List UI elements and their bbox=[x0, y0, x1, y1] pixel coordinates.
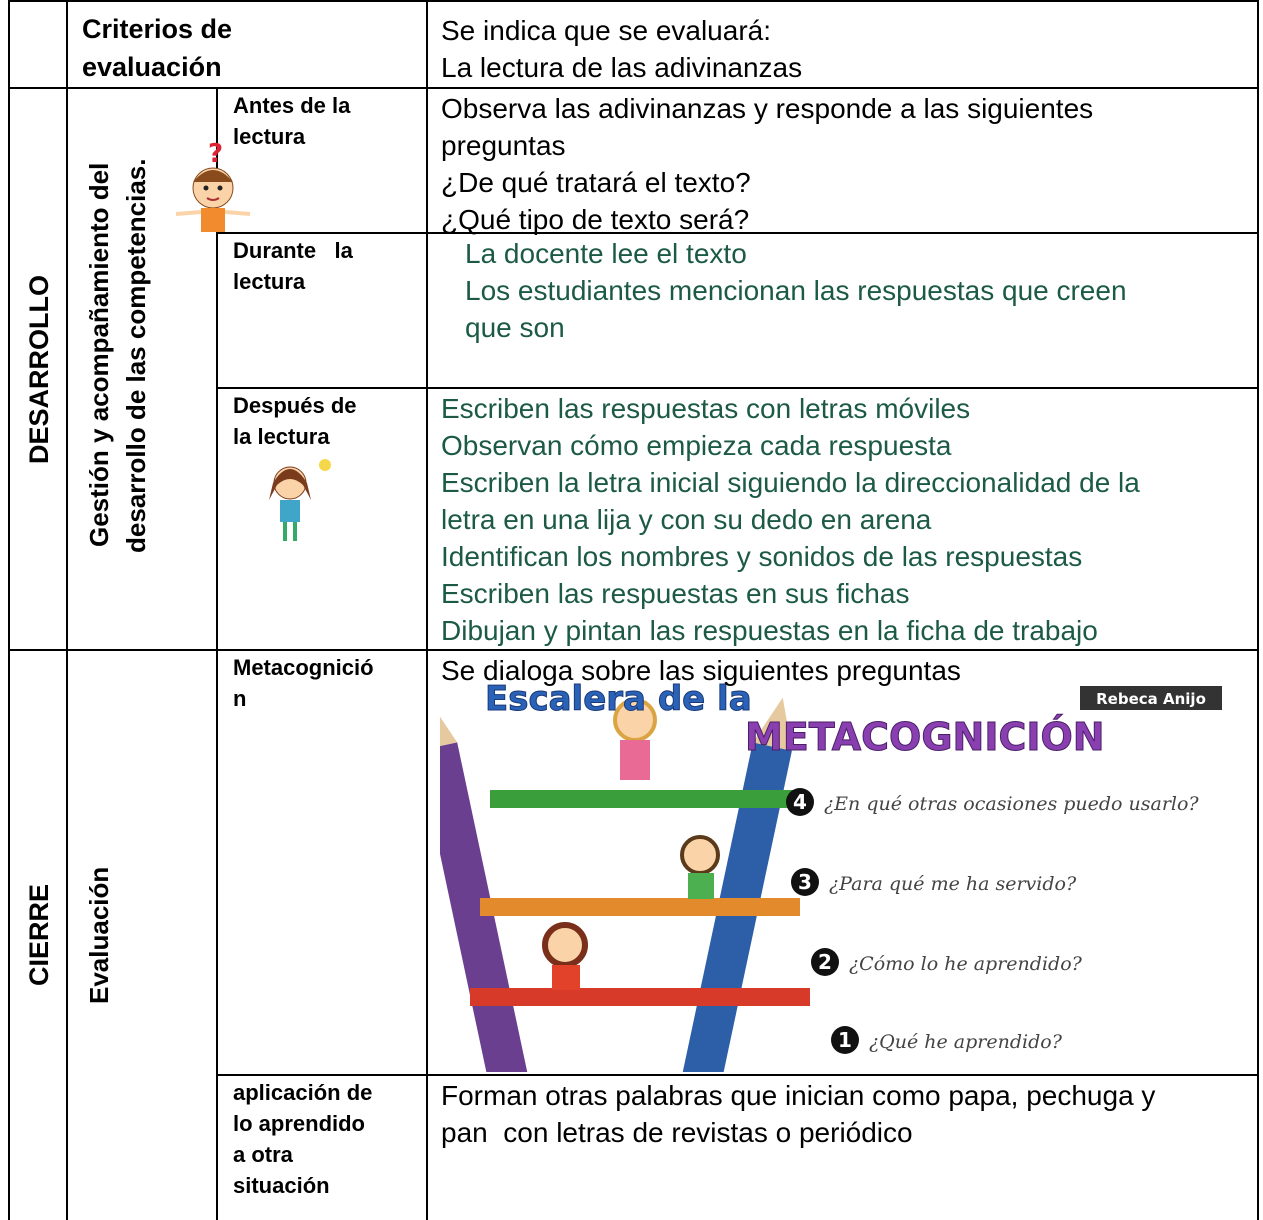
step-text: ¿Para qué me ha servido? bbox=[829, 873, 1077, 895]
image-author: Rebeca Anijo bbox=[1096, 690, 1206, 708]
step-number: 3 bbox=[798, 870, 812, 894]
step-badge bbox=[791, 868, 819, 896]
phase-label: DESARROLLO bbox=[24, 274, 54, 464]
row-content: Los estudiantes mencionan las respuestas… bbox=[465, 275, 1127, 306]
border bbox=[1257, 0, 1259, 1220]
row-label: a otra bbox=[233, 1142, 293, 1167]
step-number: 1 bbox=[838, 1028, 852, 1052]
border bbox=[8, 0, 1259, 2]
row-content: Escriben la letra inicial siguiendo la d… bbox=[441, 467, 1140, 498]
header-content: La lectura de las adivinanzas bbox=[441, 52, 803, 83]
border bbox=[8, 649, 1259, 651]
row-label: lectura bbox=[233, 269, 306, 294]
row-content: pan con letras de revistas o periódico bbox=[441, 1117, 913, 1148]
row-content: Escriben las respuestas con letras móvil… bbox=[441, 393, 971, 424]
row-content: Observan cómo empieza cada respuesta bbox=[441, 430, 952, 461]
border bbox=[216, 387, 1259, 389]
step-number: 2 bbox=[818, 950, 832, 974]
section-subtitle: Gestión y acompañamiento del bbox=[84, 162, 114, 547]
border bbox=[426, 0, 428, 1220]
phase-label: CIERRE bbox=[24, 883, 54, 986]
step-text: ¿Cómo lo he aprendido? bbox=[849, 953, 1083, 975]
row-content: que son bbox=[465, 312, 565, 343]
row-label: la lectura bbox=[233, 424, 330, 449]
header-label: Criterios de bbox=[82, 14, 233, 44]
row-content: Observa las adivinanzas y responde a las… bbox=[441, 93, 1094, 124]
row-content: ¿Qué tipo de texto será? bbox=[441, 204, 750, 235]
row-label: aplicación de bbox=[233, 1080, 373, 1105]
row-content: La docente lee el texto bbox=[465, 238, 747, 269]
step-text: ¿En qué otras ocasiones puedo usarlo? bbox=[824, 793, 1199, 815]
row-label: n bbox=[233, 686, 247, 711]
step-badge bbox=[831, 1026, 859, 1054]
row-content: Forman otras palabras que inician como p… bbox=[441, 1080, 1156, 1111]
image-title-top: Escalera de la bbox=[485, 680, 752, 719]
author-box bbox=[1080, 686, 1222, 710]
step-badge bbox=[786, 788, 814, 816]
border bbox=[216, 88, 218, 1220]
row-label: situación bbox=[233, 1173, 330, 1198]
row-content: ¿De qué tratará el texto? bbox=[441, 167, 751, 198]
kid-illustration bbox=[269, 459, 331, 541]
border bbox=[8, 87, 1259, 89]
step-badge bbox=[811, 948, 839, 976]
border bbox=[66, 0, 68, 1220]
row-content: Escriben las respuestas en sus fichas bbox=[441, 578, 910, 609]
row-content: Identifican los nombres y sonidos de las… bbox=[441, 541, 1083, 572]
row-label: Antes de la bbox=[233, 93, 351, 118]
row-content: Se dialoga sobre las siguientes pregunta… bbox=[441, 655, 961, 686]
row-content: letra en una lija y con su dedo en arena bbox=[441, 504, 932, 535]
image-title-main: METACOGNICIÓN bbox=[745, 715, 1105, 759]
border bbox=[216, 1074, 1259, 1076]
step-number: 4 bbox=[793, 790, 807, 814]
header-content: Se indica que se evaluará: bbox=[441, 15, 771, 46]
step-text: ¿Qué he aprendido? bbox=[869, 1031, 1063, 1053]
row-label: Metacognició bbox=[233, 655, 374, 680]
row-label: lectura bbox=[233, 124, 306, 149]
row-label: Durante la bbox=[233, 238, 353, 263]
row-content: preguntas bbox=[441, 130, 566, 161]
kid-illustration: ? bbox=[175, 140, 251, 232]
row-content: Dibujan y pintan las respuestas en la fi… bbox=[441, 615, 1098, 646]
row-label: lo aprendido bbox=[233, 1111, 365, 1136]
row-label: Después de bbox=[233, 393, 357, 418]
section-subtitle: desarrollo de las competencias. bbox=[121, 158, 151, 553]
border bbox=[8, 0, 10, 1220]
section-subtitle: Evaluación bbox=[84, 866, 114, 1004]
border bbox=[216, 232, 1259, 234]
header-label: evaluación bbox=[82, 52, 222, 82]
svg-text:?: ? bbox=[208, 140, 223, 169]
